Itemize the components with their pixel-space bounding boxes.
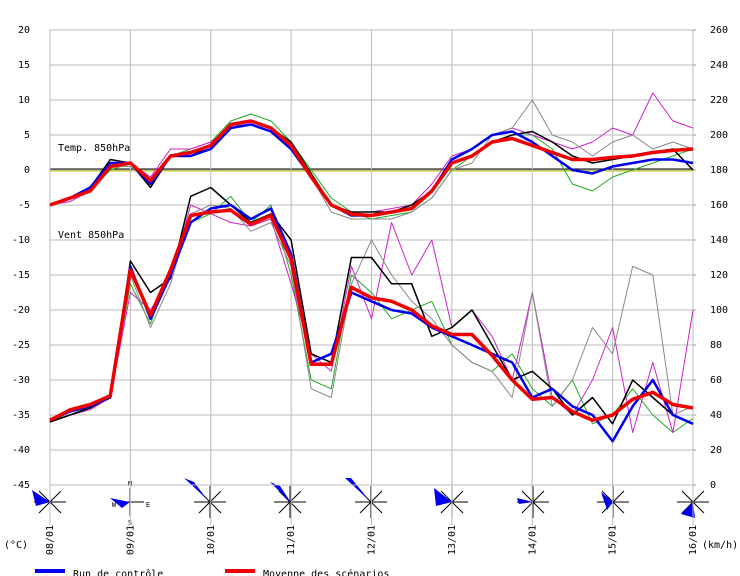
legend-label: Moyenne des scénarios (263, 568, 389, 576)
y-tick-label: 15 (18, 60, 30, 71)
y2-tick-label: 200 (710, 130, 728, 141)
y-tick-label: -35 (12, 410, 30, 421)
member-line (49, 204, 694, 419)
y2-tick-label: 0 (710, 480, 716, 491)
y2-tick-label: 120 (710, 270, 728, 281)
x-tick-label: 10/01 (206, 525, 217, 555)
y-tick-label: -15 (12, 270, 30, 281)
annotation: Vent 850hPa (58, 230, 124, 241)
x-tick-label: 14/01 (527, 525, 538, 555)
y-tick-label: 5 (24, 130, 30, 141)
y-tick-label: 20 (18, 25, 30, 36)
y-tick-label: -30 (12, 375, 30, 386)
y-tick-label: -40 (12, 445, 30, 456)
y2-tick-label: 240 (710, 60, 728, 71)
compass-label: W (112, 501, 117, 509)
y-tick-label: 10 (18, 95, 30, 106)
y2-tick-label: 160 (710, 200, 728, 211)
y-tick-label: -45 (12, 480, 30, 491)
x-tick-label: 15/01 (608, 525, 619, 555)
y2-tick-label: 260 (710, 25, 728, 36)
y-tick-label: -25 (12, 340, 30, 351)
y2-tick-label: 80 (710, 340, 722, 351)
y-tick-label: -20 (12, 305, 30, 316)
y-axis-label: (°C) (4, 540, 28, 551)
x-tick-label: 09/01 (125, 525, 136, 555)
x-tick-label: 11/01 (286, 525, 297, 555)
y2-tick-label: 100 (710, 305, 728, 316)
series-line (49, 208, 694, 423)
y2-tick-label: 40 (710, 410, 722, 421)
series-line (49, 119, 694, 218)
annotation: Temp. 850hPa (58, 143, 130, 154)
y2-tick-label: 180 (710, 165, 728, 176)
y2-axis-label: (km/h) (702, 540, 738, 551)
y-tick-label: -10 (12, 235, 30, 246)
y2-tick-label: 20 (710, 445, 722, 456)
member-line (49, 186, 694, 425)
y2-tick-label: 220 (710, 95, 728, 106)
x-tick-label: 13/01 (447, 525, 458, 555)
compass-label: E (146, 501, 150, 509)
y2-tick-label: 140 (710, 235, 728, 246)
y-tick-label: -5 (18, 200, 30, 211)
y2-tick-label: 60 (710, 375, 722, 386)
x-tick-label: 16/01 (688, 525, 699, 555)
x-tick-label: 12/01 (367, 525, 378, 555)
legend-label: Run de contrôle (73, 568, 163, 576)
x-tick-label: 08/01 (45, 525, 56, 555)
y-tick-label: 0 (24, 165, 30, 176)
